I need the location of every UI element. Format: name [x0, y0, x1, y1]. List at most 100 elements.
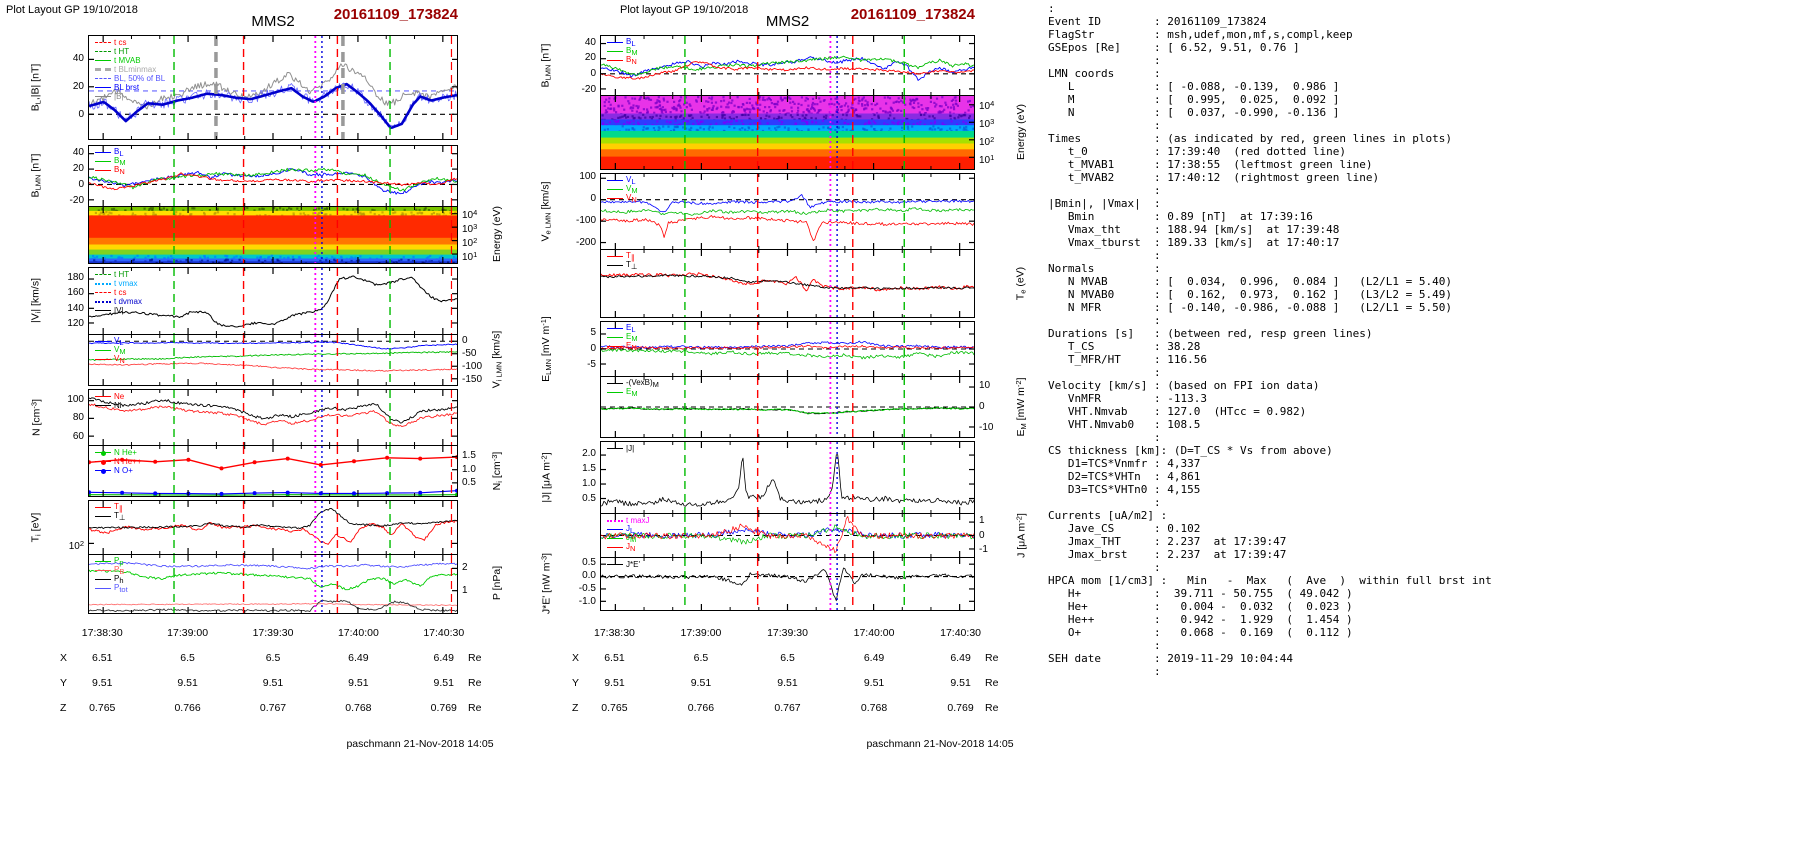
position-value: 0.767	[259, 702, 287, 714]
plot-panel-b-lmn: BL BM BN	[88, 145, 458, 207]
plot-panel-ti: T∥ T⊥	[88, 500, 458, 555]
spectrogram-band	[601, 149, 974, 158]
plot-panel-e-spectrogram	[600, 95, 975, 170]
legend-line-sample	[95, 87, 111, 88]
spectrogram-band	[601, 156, 974, 169]
legend-label: -(VexB)M	[626, 378, 659, 389]
position-value: 6.49	[863, 652, 885, 664]
series-line	[601, 56, 974, 81]
x-tick-label: 17:39:30	[767, 627, 808, 639]
legend-line-sample	[607, 180, 623, 181]
series-line	[89, 82, 457, 129]
panel-plot-area	[601, 36, 974, 95]
legend-entry: Ptot	[95, 583, 128, 594]
panel-legend: EL EM EN	[607, 323, 638, 352]
position-row-label: X	[572, 652, 580, 664]
panel-legend: t maxJ JL JM JN	[607, 516, 650, 553]
panel-plot-area	[601, 442, 974, 513]
panel-legend: |J|	[607, 444, 634, 453]
legend-label: EL	[626, 323, 636, 334]
legend-entry: EN	[607, 341, 638, 352]
plot-panel-em-compare: -(VexB)M EM	[600, 376, 975, 438]
legend-entry: EM	[607, 332, 638, 343]
y-tick-label: 0	[78, 178, 84, 190]
panel-plot-area	[601, 250, 974, 317]
figure-left: Plot Layout GP 19/10/2018 MMS2 20161109_17…	[0, 0, 516, 841]
position-value: 6.5	[265, 652, 281, 664]
plot-layout-label: Plot Layout GP 19/10/2018	[6, 4, 138, 16]
series-line	[89, 602, 457, 607]
legend-label: t MVAB	[114, 56, 141, 65]
legend-label: t BLminmax	[114, 65, 157, 74]
legend-label: VM	[626, 184, 638, 195]
series-line	[601, 524, 974, 545]
right-tick-label: 1	[979, 515, 985, 527]
plot-panel-jdote: J*E'	[600, 557, 975, 611]
spectrogram-band	[89, 237, 457, 246]
spectrogram-band	[601, 143, 974, 150]
series-line	[89, 351, 457, 361]
right-tick-label: 104	[979, 99, 995, 112]
legend-line-sample	[607, 346, 623, 347]
legend-label: Ne	[114, 392, 125, 401]
legend-label: JL	[626, 524, 635, 535]
panel-plot-area	[89, 146, 457, 206]
series-line	[89, 456, 457, 470]
legend-entry: Ni	[95, 401, 124, 410]
legend-entry: VL	[95, 336, 126, 347]
legend-line-sample	[95, 561, 111, 562]
legend-label: BL, 50% of BL	[114, 74, 166, 83]
panel-plot-area	[601, 96, 974, 169]
y-tick-label: 0	[590, 193, 596, 205]
y-tick-label: -0.5	[578, 583, 596, 595]
position-value: 9.51	[348, 677, 369, 689]
legend-entry: Ph	[95, 574, 128, 585]
panel-legend: N He+ N He++ N O+	[95, 448, 142, 475]
position-row-label: Z	[572, 702, 579, 714]
y-tick-label: -20	[581, 83, 596, 95]
legend-label: VL	[114, 336, 124, 347]
y-tick-label: 20	[584, 52, 596, 64]
position-unit: Re	[985, 677, 999, 689]
legend-label: VN	[114, 354, 125, 365]
position-value: 0.768	[345, 702, 372, 714]
legend-line-sample	[95, 507, 111, 508]
plot-panel-ion-spectrogram	[88, 206, 458, 264]
series-line	[601, 340, 974, 349]
position-value: 9.51	[950, 677, 971, 689]
y-axis-label: J*E' [nW m-3]	[539, 552, 553, 615]
legend-entry: t HT	[95, 47, 165, 56]
series-point	[418, 490, 423, 495]
series-point	[385, 455, 390, 460]
credit-footer: paschmann 21-Nov-2018 14:05	[346, 738, 494, 750]
series-point	[120, 457, 125, 462]
y-tick-label: 102	[68, 539, 84, 552]
series-line	[601, 274, 974, 291]
spacecraft-title: MMS2	[251, 13, 295, 30]
spectrogram-band	[601, 119, 974, 126]
plot-panel-ve-lmn: VL VM VN	[600, 173, 975, 250]
legend-entry: t vmax	[95, 279, 142, 288]
legend-line-sample	[95, 96, 111, 97]
legend-entry: BL	[95, 147, 126, 158]
legend-entry: BN	[95, 165, 126, 176]
series-point	[89, 490, 91, 495]
spectrogram-band	[601, 113, 974, 120]
position-row-label: X	[60, 652, 68, 664]
legend-line-sample	[607, 265, 623, 266]
legend-label: |J|	[626, 444, 635, 453]
legend-line-sample	[95, 78, 111, 79]
panel-plot-area	[89, 446, 457, 496]
legend-line-sample	[95, 274, 111, 275]
legend-label: BL	[626, 37, 636, 48]
plot-panel-pressure: Pp PB Ph Ptot	[88, 554, 458, 614]
panel-plot-area	[89, 501, 457, 554]
legend-label: T⊥	[114, 511, 126, 522]
series-line	[601, 207, 974, 216]
legend-label: EN	[626, 341, 637, 352]
y-tick-label: 100	[579, 171, 596, 183]
series-line	[601, 55, 974, 76]
position-value: 9.51	[690, 677, 712, 689]
legend-entry: N He++	[95, 457, 142, 466]
panel-plot-area	[601, 322, 974, 376]
